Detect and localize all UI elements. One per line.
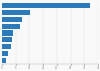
Bar xyxy=(2,30,13,36)
Bar xyxy=(2,17,22,22)
Bar xyxy=(2,58,6,63)
Bar xyxy=(2,51,8,56)
Bar xyxy=(2,37,12,42)
Bar xyxy=(2,44,11,49)
Bar xyxy=(2,10,30,15)
Bar xyxy=(2,3,90,8)
Bar xyxy=(2,24,20,29)
